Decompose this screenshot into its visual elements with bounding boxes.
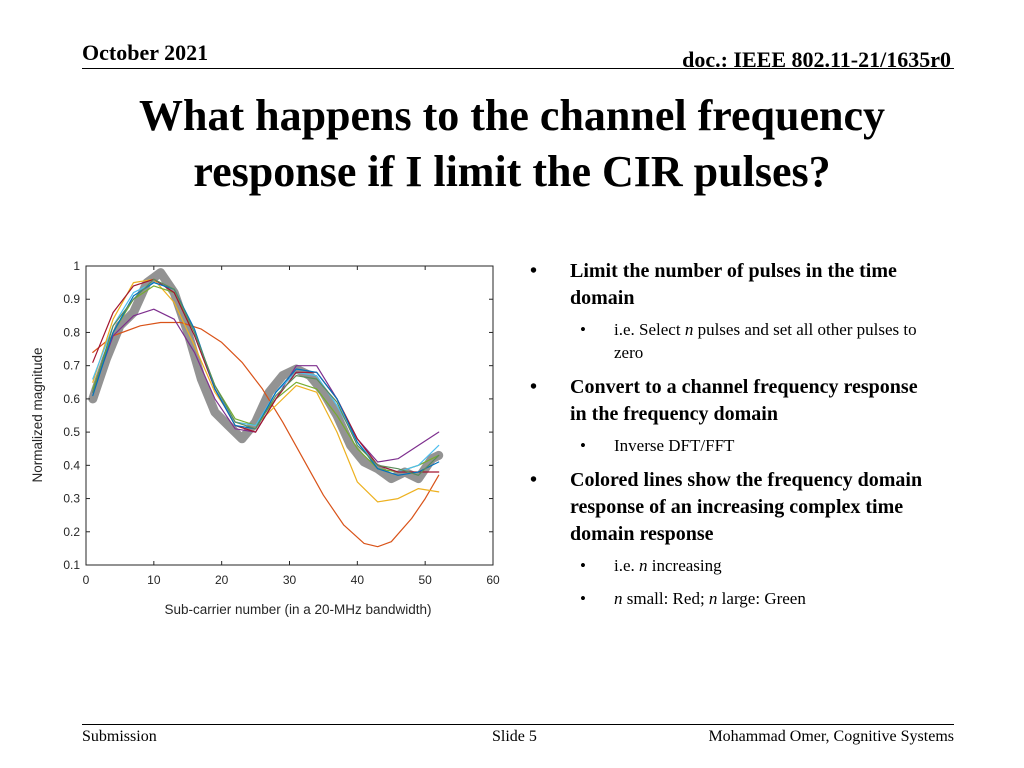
bullet-3-sub-1: • i.e. n increasing: [580, 556, 722, 575]
header-rule: [82, 68, 954, 69]
series-line-4: [92, 285, 440, 473]
x-axis-label: Sub-carrier number (in a 20-MHz bandwidt…: [164, 602, 431, 617]
slide-title: What happens to the channel frequency re…: [80, 88, 944, 200]
x-tick-label-2: 20: [215, 573, 229, 587]
bullet-3-text: Colored lines show the frequency domain …: [570, 469, 923, 545]
slide-title-line-1: What happens to the channel frequency: [138, 91, 886, 140]
x-tick-label-4: 40: [351, 573, 365, 587]
plot-lines: [88, 268, 444, 548]
y-tick-label-0: 0.1: [63, 558, 80, 572]
y-tick-label-2: 0.3: [63, 492, 80, 506]
x-tick-label-5: 50: [418, 573, 432, 587]
x-tick-label-6: 60: [486, 573, 500, 587]
y-tick-label-5: 0.6: [63, 392, 80, 406]
y-tick-label-3: 0.4: [63, 458, 80, 472]
y-tick-label-7: 0.8: [63, 325, 80, 339]
bullet-1: • Limit the number of pulses in the time …: [530, 260, 897, 309]
bullet-2: • Convert to a channel frequency response…: [530, 376, 918, 425]
bullet-1-text: Limit the number of pulses in the time d…: [570, 260, 897, 309]
footer-submission: Submission: [82, 728, 157, 745]
header-date: October 2021: [82, 40, 209, 65]
bullet-2-text: Convert to a channel frequency response …: [570, 376, 918, 425]
footer-rule: [82, 724, 954, 725]
y-tick-label-1: 0.2: [63, 525, 80, 539]
header-doc-number: doc.: IEEE 802.11-21/1635r0: [682, 47, 951, 72]
y-tick-label-6: 0.7: [63, 359, 80, 373]
footer-author: Mohammad Omer, Cognitive Systems: [708, 728, 954, 745]
bullet-1-sub-1: • i.e. Select n pulses and set all other …: [580, 320, 917, 362]
series-line-0: [88, 268, 444, 484]
y-tick-label-4: 0.5: [63, 425, 80, 439]
series-line-5: [92, 282, 440, 473]
footer-slide-number: Slide 5: [492, 728, 537, 745]
frequency-response-chart: 0 10 20 30 40 50 60 0.1 0.2 0.3 0.4 0.5 0.6 0.7 0.8 0.9…: [30, 259, 500, 617]
x-tick-label-1: 10: [147, 573, 161, 587]
x-tick-label-3: 30: [283, 573, 297, 587]
y-tick-label-9: 1: [73, 259, 80, 273]
series-line-6: [92, 278, 440, 473]
bullet-list: • Limit the number of pulses in the time …: [530, 258, 930, 620]
series-line-8: [92, 278, 440, 476]
y-tick-label-8: 0.9: [63, 292, 80, 306]
bullet-3: • Colored lines show the frequency domain…: [530, 469, 923, 545]
x-tick-label-0: 0: [83, 573, 90, 587]
y-axis-label: Normalized magnitude: [30, 347, 45, 482]
bullet-2-sub-1: • Inverse DFT/FFT: [580, 436, 735, 455]
series-line-3: [92, 308, 440, 463]
axis-ticks: 0 10 20 30 40 50 60 0.1 0.2 0.3 0.4 0.5 0.6 0.7 0.8 0.9…: [63, 259, 500, 587]
bullet-3-sub-2: • n small: Red; n large: Green: [580, 589, 806, 608]
slide-title-line-2: response if I limit the CIR pulses?: [193, 147, 831, 196]
series-line-7: [92, 282, 440, 476]
series-line-1: [92, 321, 440, 548]
